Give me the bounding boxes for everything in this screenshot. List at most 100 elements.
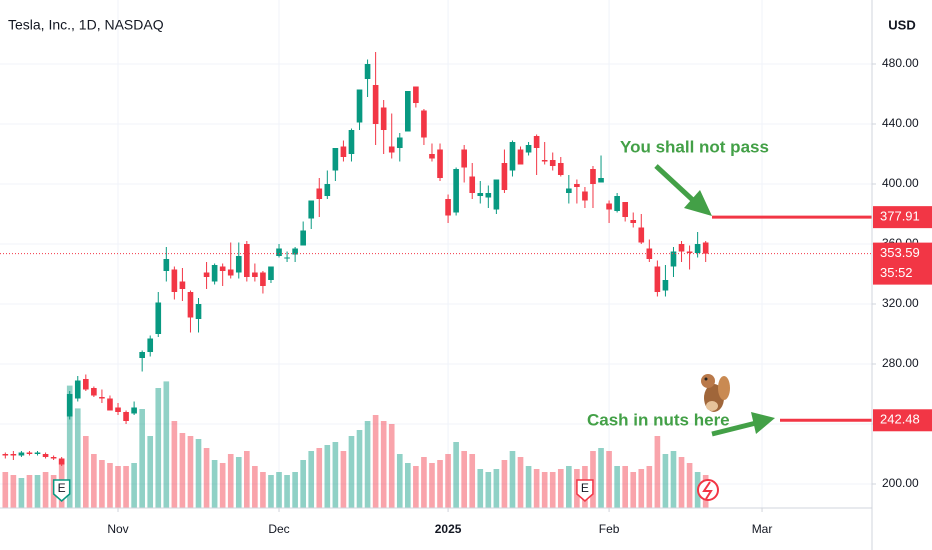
candle-body: [131, 407, 137, 414]
chipmunk-icon: [701, 374, 730, 412]
candle-body: [614, 196, 620, 212]
volume-bar: [91, 454, 97, 508]
candle-body: [348, 130, 355, 155]
volume-bar: [131, 463, 137, 508]
candle-body: [235, 256, 242, 273]
volume-bar: [646, 466, 653, 508]
candle-body: [686, 251, 693, 254]
volume-bar: [244, 451, 250, 508]
last-price-label: 353.59: [880, 245, 920, 260]
volume-bar: [517, 457, 524, 508]
annotation: You shall not pass: [620, 137, 769, 156]
y-tick-label: 400.00: [882, 176, 919, 190]
volume-bar: [461, 451, 467, 508]
candle-body: [203, 272, 210, 278]
candle-body: [549, 160, 556, 167]
volume-bar: [493, 469, 500, 508]
volume-bar: [509, 451, 516, 508]
x-tick-label: Feb: [599, 522, 620, 536]
candle-body: [517, 149, 524, 165]
candle-body: [276, 248, 282, 257]
volume-bar: [260, 472, 266, 508]
y-tick-label: 200.00: [882, 476, 919, 490]
candle-body: [107, 398, 113, 411]
x-tick-label: Dec: [268, 522, 289, 536]
candle-body: [541, 160, 548, 162]
candle-body: [566, 188, 572, 194]
volume-bar: [147, 436, 154, 508]
y-tick-label: 480.00: [882, 56, 919, 70]
volume-bar: [2, 472, 9, 508]
candle-body: [461, 149, 467, 168]
volume-bar: [388, 424, 395, 508]
candle-body: [396, 137, 403, 149]
candle-body: [670, 251, 677, 267]
volume-bar: [26, 475, 33, 508]
volume-bar: [413, 466, 419, 508]
candle-body: [654, 266, 661, 293]
volume-bar: [549, 472, 556, 508]
chart-title: Tesla, Inc., 1D, NASDAQ: [8, 17, 164, 33]
candle-body: [702, 242, 709, 254]
candle-body: [477, 193, 484, 197]
level-badge: [873, 206, 932, 229]
volume-bar: [662, 454, 669, 508]
volume-bar: [340, 451, 347, 508]
volume-bar: [74, 408, 81, 508]
candle-body: [187, 292, 194, 318]
candle-body: [372, 85, 379, 125]
candle-body: [195, 304, 202, 320]
volume-bar: [622, 466, 628, 508]
volume-bar: [469, 454, 476, 508]
volume-bar: [598, 448, 604, 508]
volume-bar: [308, 451, 315, 508]
volume-bar: [155, 388, 162, 508]
candle-body: [179, 281, 186, 290]
candle-body: [219, 266, 226, 272]
candle-body: [115, 407, 121, 413]
volume-bar: [82, 436, 89, 508]
volume-bar: [211, 460, 218, 508]
volume-bar: [115, 466, 121, 508]
level-badge: [873, 409, 932, 432]
candle-body: [469, 176, 476, 194]
volume-bar: [227, 454, 234, 508]
volume-bar: [372, 415, 379, 508]
candle-body: [606, 203, 612, 210]
volume-bar: [300, 460, 306, 508]
volume-bar: [292, 472, 298, 508]
x-tick-label: 2025: [435, 522, 462, 536]
candle-body: [493, 179, 500, 210]
candle-body: [405, 91, 411, 132]
volume-bar: [396, 454, 403, 508]
volume-bar: [501, 460, 508, 508]
volume-bar: [316, 448, 323, 508]
volume-bar: [437, 460, 443, 508]
candle-body: [308, 200, 315, 219]
volume-bar: [678, 457, 685, 508]
volume-bar: [525, 466, 532, 508]
volume-bar: [187, 436, 194, 508]
volume-bar: [235, 457, 242, 508]
candle-body: [582, 191, 588, 201]
candle-body: [99, 397, 105, 399]
candle-body: [82, 379, 89, 390]
candle-body: [300, 230, 306, 246]
volume-bar: [429, 463, 435, 508]
event-label: E: [58, 481, 66, 495]
y-tick-label: 320.00: [882, 296, 919, 310]
candle-body: [171, 269, 178, 293]
candle-body: [557, 163, 564, 176]
grid: [0, 0, 872, 512]
event-badge: [52, 479, 71, 502]
candle-body: [413, 86, 419, 104]
candle-body: [678, 244, 685, 252]
candle-body: [34, 452, 41, 455]
candle-body: [638, 227, 645, 243]
volume-bar: [195, 439, 202, 508]
arrow: [711, 412, 775, 437]
candle-body: [227, 269, 234, 276]
volume-bar: [34, 475, 41, 508]
candle-body: [630, 220, 637, 224]
candle-body: [147, 338, 154, 353]
